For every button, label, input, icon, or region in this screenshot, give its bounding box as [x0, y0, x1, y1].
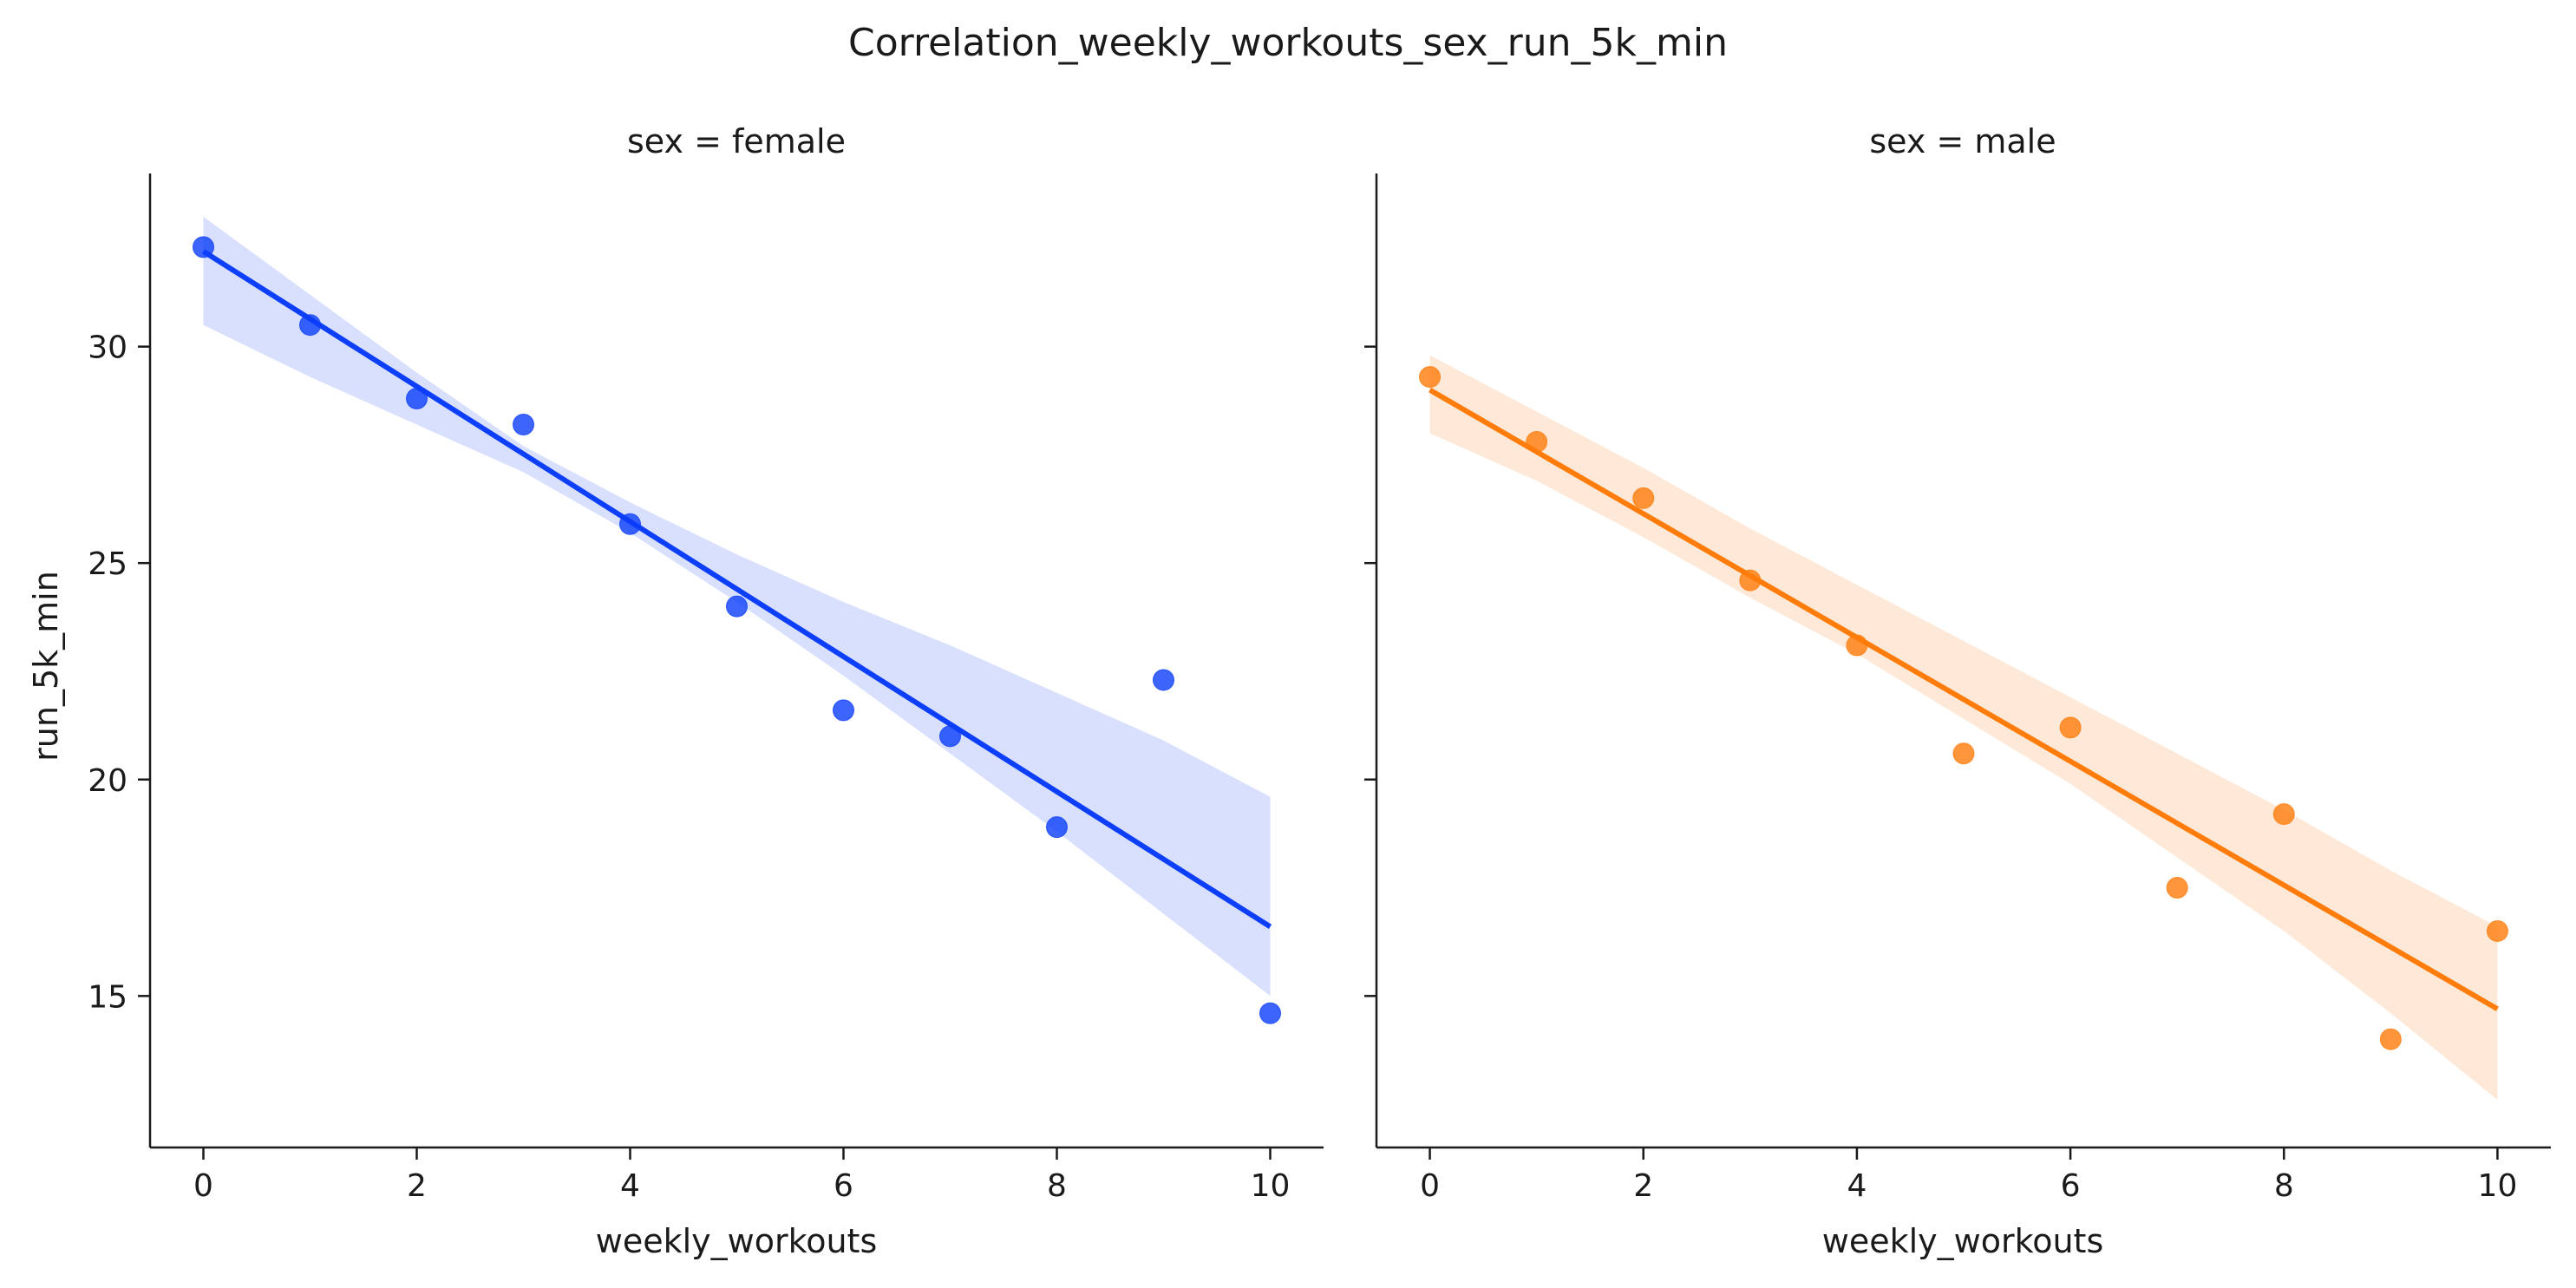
data-point-male — [1632, 487, 1655, 509]
y-tick-label: 30 — [88, 330, 127, 366]
data-point-male — [2379, 1028, 2402, 1050]
ci-band-male — [1429, 355, 2498, 1101]
data-point-female — [193, 236, 214, 258]
data-point-female — [1153, 669, 1174, 691]
data-point-male — [2166, 877, 2188, 899]
data-point-female — [299, 314, 321, 337]
data-point-male — [1952, 742, 1975, 765]
panel-title-female: sex = female — [627, 122, 846, 160]
data-point-female — [1259, 1002, 1281, 1024]
x-tick-label: 8 — [2274, 1168, 2294, 1204]
x-axis-label-female: weekly_workouts — [596, 1222, 878, 1260]
ci-band-male — [1429, 355, 2498, 1101]
regression-line-female — [201, 249, 1272, 929]
x-tick-label: 4 — [1847, 1168, 1867, 1204]
x-tick-label: 0 — [1420, 1168, 1440, 1204]
x-tick-label: 4 — [620, 1168, 640, 1204]
data-point-male — [2486, 919, 2508, 942]
x-tick-label: 10 — [2478, 1168, 2518, 1204]
data-point-female — [619, 513, 641, 535]
data-point-male — [1739, 569, 1762, 592]
data-point-female — [1046, 816, 1068, 839]
y-tick-label: 15 — [88, 979, 127, 1015]
scatter-points-female — [193, 236, 1281, 1024]
panel-title-male: sex = male — [1869, 122, 2056, 160]
panel-male: sex = male 0 2 4 6 8 10 weekly_workouts — [1364, 122, 2551, 1260]
data-point-female — [833, 699, 854, 722]
scatter-points-male — [1419, 366, 2508, 1050]
ci-band-female — [203, 216, 1271, 997]
x-tick-label: 6 — [834, 1168, 853, 1204]
regression-line-male — [1429, 387, 2499, 1011]
x-tick-label: 6 — [2061, 1168, 2081, 1204]
data-point-male — [2272, 803, 2295, 826]
data-point-male — [2059, 716, 2082, 739]
ci-band-female — [203, 216, 1271, 997]
x-tick-label: 2 — [1633, 1168, 1653, 1204]
x-tick-label: 10 — [1251, 1168, 1291, 1204]
data-point-male — [1419, 366, 1442, 389]
x-tick-label: 0 — [193, 1168, 213, 1204]
y-tick-label: 20 — [88, 763, 127, 799]
y-axis-label: run_5k_min — [27, 571, 65, 762]
regression-line-male — [1429, 387, 2499, 1011]
data-point-female — [726, 595, 748, 618]
x-tick-label: 8 — [1047, 1168, 1067, 1204]
regression-line-female — [201, 249, 1272, 929]
figure-title: Correlation_weekly_workouts_sex_run_5k_m… — [848, 21, 1728, 65]
x-tick-label: 2 — [407, 1168, 427, 1204]
axes-female: 0 2 4 6 8 10 15 20 25 30 — [88, 173, 1324, 1204]
panel-female: sex = female 0 2 4 6 8 10 15 20 25 30 weekly_work… — [27, 122, 1324, 1260]
x-axis-label-male: weekly_workouts — [1822, 1222, 2104, 1260]
data-point-male — [1526, 430, 1548, 453]
data-point-male — [1846, 634, 1868, 657]
axes-male: 0 2 4 6 8 10 — [1364, 173, 2551, 1204]
data-point-female — [513, 413, 534, 435]
data-point-female — [939, 725, 961, 748]
y-tick-label: 25 — [88, 546, 127, 582]
data-point-female — [406, 388, 428, 410]
